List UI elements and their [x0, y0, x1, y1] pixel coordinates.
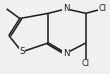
Text: N: N [63, 4, 69, 13]
Text: Cl: Cl [82, 59, 90, 68]
Text: Cl: Cl [98, 4, 106, 13]
Text: N: N [63, 49, 69, 58]
Text: S: S [19, 47, 25, 56]
